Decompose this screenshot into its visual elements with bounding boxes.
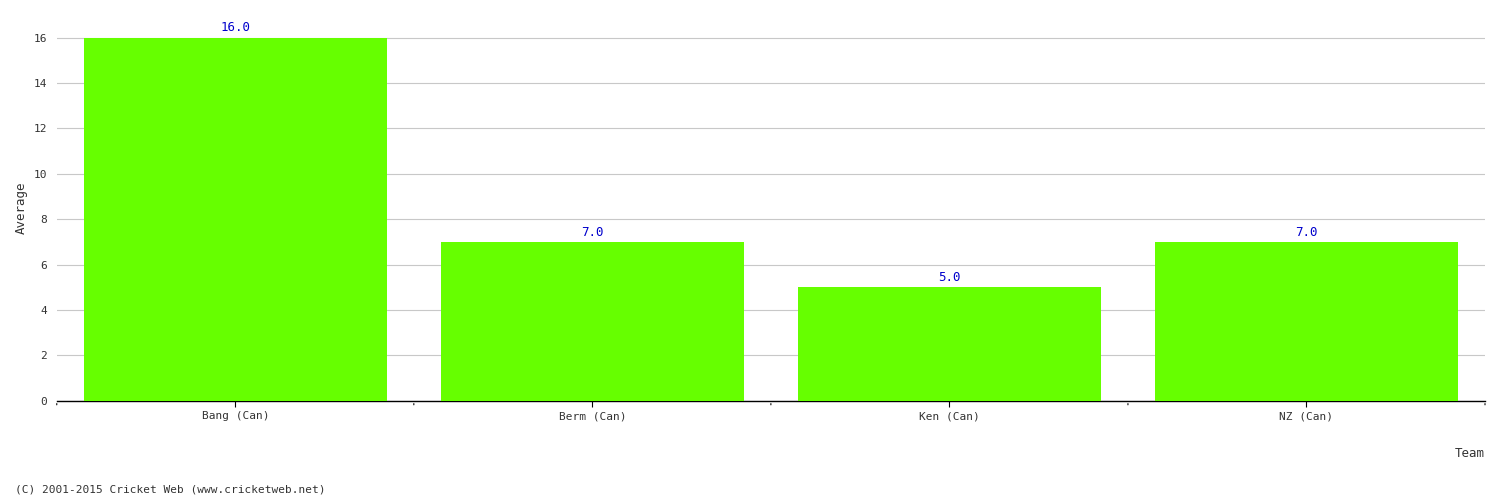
Text: 5.0: 5.0 — [938, 271, 960, 284]
Bar — [441, 242, 744, 401]
Text: 16.0: 16.0 — [220, 22, 251, 35]
Text: (C) 2001-2015 Cricket Web (www.cricketweb.net): (C) 2001-2015 Cricket Web (www.cricketwe… — [15, 485, 326, 495]
Text: Team: Team — [1455, 447, 1485, 460]
Bar — [84, 38, 387, 401]
Y-axis label: Average: Average — [15, 182, 28, 234]
Bar — [798, 288, 1101, 401]
Text: 7.0: 7.0 — [1294, 226, 1317, 238]
Bar — [1155, 242, 1458, 401]
Text: 7.0: 7.0 — [580, 226, 603, 238]
